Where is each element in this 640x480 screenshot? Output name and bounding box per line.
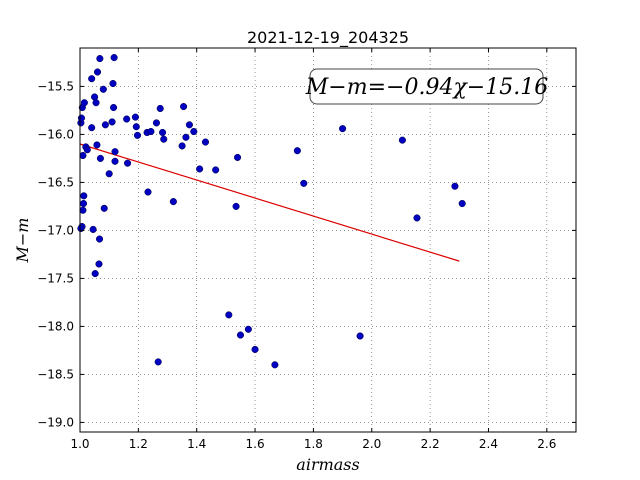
data-point — [180, 103, 188, 111]
data-point — [93, 141, 101, 149]
data-point — [212, 166, 220, 174]
data-point — [92, 99, 100, 107]
data-point — [271, 361, 279, 369]
data-point — [93, 68, 102, 76]
data-point — [108, 118, 116, 126]
data-point — [232, 202, 240, 210]
data-point — [99, 85, 107, 93]
y-tick-label: −17.5 — [37, 271, 74, 285]
data-point — [80, 192, 88, 200]
data-point — [185, 121, 193, 129]
y-tick-label: −18.5 — [37, 367, 74, 381]
grid — [79, 48, 576, 432]
annotation-box: M−m=−0.94χ−15.16 — [305, 68, 548, 105]
data-point — [234, 153, 242, 161]
data-point — [96, 154, 104, 162]
data-point — [100, 204, 108, 212]
data-point — [356, 332, 364, 340]
data-point — [201, 138, 210, 146]
data-point — [133, 131, 142, 139]
x-tick-label: 1.8 — [304, 437, 323, 451]
data-point — [156, 104, 164, 113]
data-point — [339, 125, 347, 133]
data-point — [147, 127, 155, 136]
data-point — [451, 182, 459, 190]
data-point — [111, 157, 119, 165]
data-point — [154, 358, 162, 366]
ticks-group: 1.0 1.2 1.4 1.6 1.8 2.0 2.2 2.4 2.6 −15.5 −16.0 −16… — [37, 48, 576, 451]
x-tick-label: 2.0 — [362, 437, 381, 451]
data-point — [413, 214, 421, 222]
points-group — [77, 54, 466, 369]
data-point — [110, 103, 118, 112]
data-point — [96, 55, 104, 63]
x-tick-label: 2.6 — [537, 437, 556, 451]
x-tick-label: 1.2 — [129, 437, 148, 451]
data-point — [88, 75, 96, 83]
data-point — [110, 54, 118, 62]
data-point — [95, 235, 104, 243]
data-point — [109, 79, 117, 88]
data-point — [152, 119, 160, 127]
x-tick-label: 1.6 — [246, 437, 265, 451]
data-point — [190, 127, 198, 136]
data-point — [79, 206, 87, 214]
annotation-frame — [309, 68, 544, 105]
fit-line — [79, 143, 460, 262]
data-point — [79, 199, 88, 208]
data-point — [101, 121, 109, 129]
data-point — [144, 188, 152, 196]
data-point — [123, 115, 131, 123]
data-point — [79, 151, 87, 160]
data-point — [182, 133, 190, 141]
data-point — [300, 179, 308, 187]
data-point — [236, 331, 245, 339]
data-point — [132, 123, 140, 131]
data-point — [91, 270, 99, 278]
y-tick-label: −15.5 — [37, 79, 74, 93]
data-point — [111, 148, 119, 156]
data-point — [131, 113, 139, 121]
y-tick-label: −16.0 — [37, 127, 74, 141]
data-point — [244, 325, 252, 333]
y-tick-label: −19.0 — [37, 415, 74, 429]
fit-equation: M−m=−0.94χ−15.16 — [305, 75, 548, 100]
x-tick-label: 2.4 — [479, 437, 498, 451]
plot-frame — [79, 47, 577, 433]
y-axis-label: M−m — [13, 218, 32, 264]
data-point — [124, 159, 132, 167]
data-point — [89, 225, 97, 233]
x-axis-label: airmass — [296, 455, 359, 474]
data-point — [169, 198, 177, 206]
data-point — [293, 147, 301, 155]
data-point — [159, 128, 167, 137]
data-point — [196, 165, 204, 173]
data-point — [80, 99, 88, 107]
data-point — [178, 142, 186, 150]
data-point — [91, 93, 99, 101]
data-point — [398, 136, 406, 144]
data-point — [105, 170, 113, 178]
data-point — [225, 311, 233, 319]
data-point — [251, 345, 259, 353]
data-point — [458, 199, 466, 208]
data-point — [77, 114, 86, 122]
data-point — [83, 146, 91, 154]
x-tick-label: 2.2 — [421, 437, 440, 451]
data-point — [88, 124, 96, 132]
fit-line-group — [79, 143, 460, 262]
chart-title: 2021-12-19_204325 — [247, 28, 409, 48]
x-tick-label: 1.0 — [70, 437, 89, 451]
y-tick-label: −17.0 — [37, 223, 74, 237]
y-tick-label: −18.0 — [37, 319, 74, 333]
data-point — [160, 135, 168, 143]
y-tick-label: −16.5 — [37, 175, 74, 189]
x-tick-label: 1.4 — [187, 437, 206, 451]
data-point — [95, 260, 103, 268]
